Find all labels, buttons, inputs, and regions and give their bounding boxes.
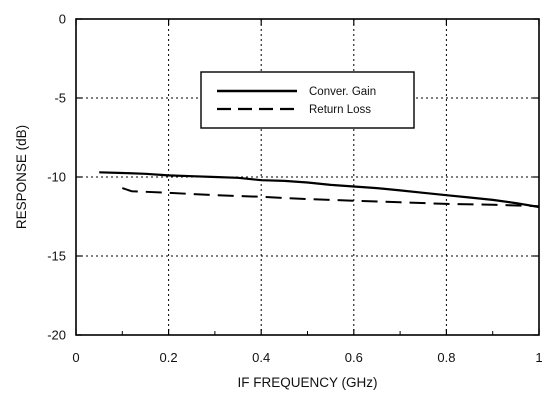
y-axis-title: RESPONSE (dB) <box>14 125 29 229</box>
series-lines <box>99 171 540 209</box>
grid-lines <box>76 19 539 335</box>
legend-label-return-loss: Return Loss <box>309 104 371 116</box>
legend-label-conver-gain: Conver. Gain <box>309 86 376 98</box>
y-tick-label-10: -10 <box>47 170 66 185</box>
x-axis-title: IF FREQUENCY (GHz) <box>237 375 377 390</box>
series-line-return-loss <box>121 187 540 208</box>
x-tick-label-0-4: 0.4 <box>252 350 270 365</box>
x-tick-label-0: 0 <box>72 350 79 365</box>
y-tick-label-20: -20 <box>47 328 66 343</box>
legend: Conver. Gain Return Loss <box>200 71 415 129</box>
tick-labels: 0 0.2 0.4 0.6 0.8 1 0 -5 -10 -15 -20 <box>47 12 542 366</box>
series-line-conver-gain <box>99 171 540 209</box>
x-tick-label-1: 1 <box>535 350 542 365</box>
x-tick-label-0-6: 0.6 <box>345 350 363 365</box>
legend-box <box>200 71 415 129</box>
x-tick-label-0-8: 0.8 <box>437 350 455 365</box>
y-tick-label-15: -15 <box>47 249 66 264</box>
y-tick-label-5: -5 <box>54 91 66 106</box>
y-tick-label-0: 0 <box>59 12 66 27</box>
axis-ticks <box>75 18 540 336</box>
x-tick-label-0-2: 0.2 <box>160 350 178 365</box>
